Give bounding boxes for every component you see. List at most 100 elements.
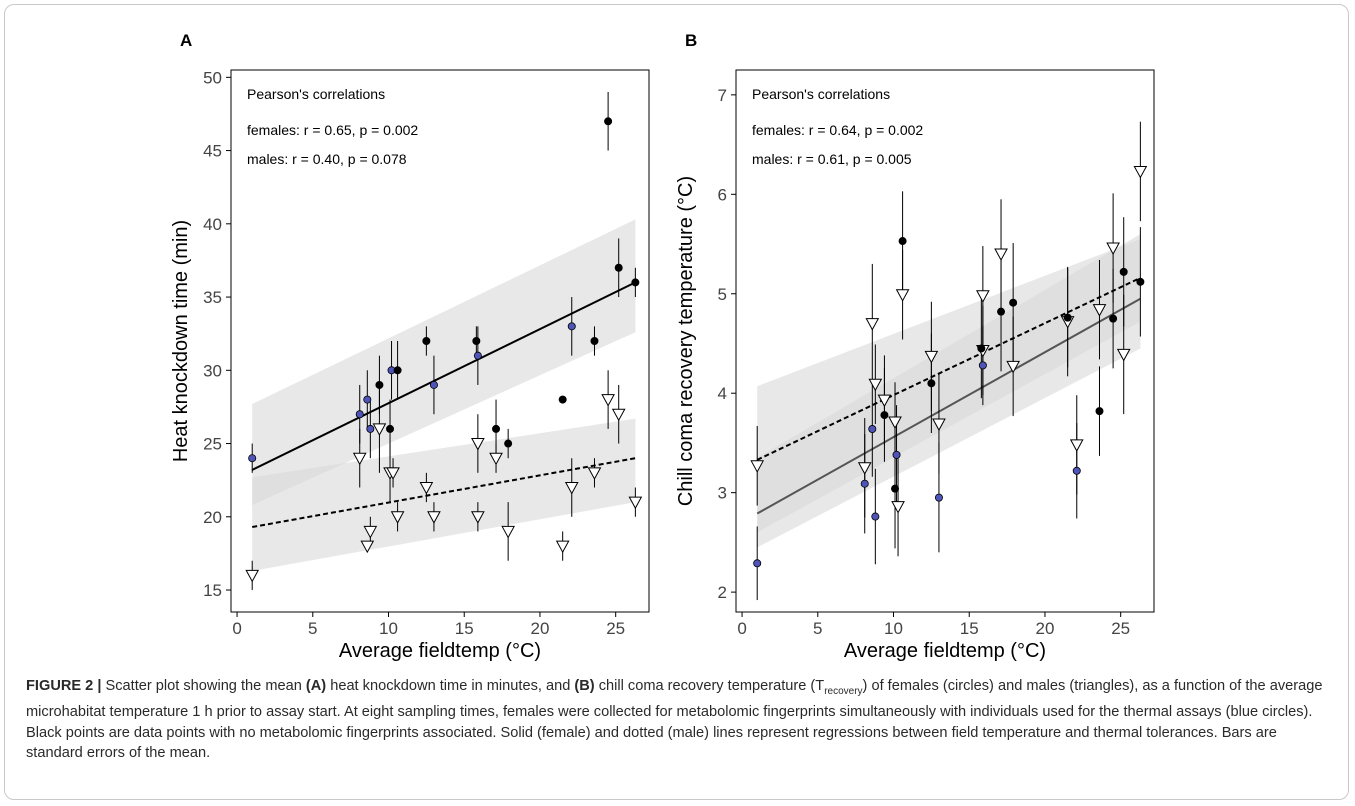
b-male-point (888, 416, 902, 430)
b-female-point-blue (978, 361, 987, 370)
b-female-point-blue (868, 425, 877, 434)
b-x-axis-label: Average fieldtemp (°C) (844, 640, 1046, 662)
b-plot-frame (735, 69, 1155, 613)
b-male-regression-line (756, 276, 1141, 461)
a-male-point (611, 408, 626, 422)
a-female-point-black (422, 336, 431, 345)
b-male-point (1092, 304, 1107, 317)
a-male-point (372, 423, 387, 436)
b-female-point-black (1119, 267, 1128, 276)
b-y-tick-label: 2 (718, 583, 727, 602)
b-male-point (877, 394, 892, 408)
b-female-point-black (1095, 407, 1104, 416)
a-x-tick-label: 25 (606, 619, 625, 638)
chart-a: 0 5 10 15 20 25 15 20 25 30 35 40 45 50 Average fieldt… (170, 68, 650, 662)
a-male-ci-ribbon (252, 418, 636, 571)
panel-letter-b: B (685, 31, 698, 50)
b-male-point (1106, 242, 1120, 256)
a-male-point (352, 452, 367, 466)
caption-text-3: chill coma recovery temperature (T (594, 678, 825, 694)
b-female-point-black (1063, 313, 1072, 322)
b-female-point-blue (934, 493, 943, 502)
a-female-point-black (386, 424, 395, 433)
a-male-point (471, 511, 485, 524)
b-female-point-black (1109, 314, 1118, 323)
a-female-point-black (375, 380, 384, 389)
a-x-tick-label: 10 (379, 619, 398, 638)
b-male-point (1133, 165, 1148, 179)
b-male-point (857, 462, 872, 475)
a-y-tick-label: 35 (203, 288, 222, 307)
caption-ref-a: (A) (305, 678, 327, 694)
a-male-point (501, 525, 515, 539)
a-x-axis-label: Average fieldtemp (°C) (339, 640, 541, 662)
a-male-point (489, 452, 503, 466)
b-male-point (1116, 348, 1131, 362)
caption-label: FIGURE 2 | (26, 678, 102, 694)
a-x-tick-label: 15 (455, 619, 474, 638)
a-male-point (360, 540, 375, 554)
a-x-tick-label: 20 (530, 619, 549, 638)
a-female-point-blue (473, 351, 482, 360)
a-y-tick-label: 50 (203, 68, 222, 87)
b-female-point-black (977, 344, 986, 353)
a-male-point (601, 394, 615, 407)
b-female-point-blue (1072, 466, 1081, 475)
b-male-point (1006, 360, 1020, 374)
a-female-point-black (472, 336, 481, 345)
b-male-point (865, 318, 880, 331)
a-y-tick-label: 20 (203, 508, 222, 527)
b-male-point (868, 378, 883, 392)
b-female-point-black (880, 411, 889, 420)
a-female-point-black (504, 439, 513, 448)
a-female-point-black (590, 336, 599, 345)
panel-letter-a: A (180, 31, 193, 50)
figure-frame (4, 4, 1349, 800)
a-male-point (564, 481, 579, 495)
b-x-tick-label: 25 (1111, 619, 1130, 638)
a-female-point-blue (355, 410, 364, 419)
b-female-point-blue (871, 512, 880, 521)
b-female-ci-ribbon (757, 234, 1141, 548)
a-female-point-blue (248, 454, 257, 463)
chart-b: 0 5 10 15 20 25 2 3 4 5 6 7 Average fieldtemp (°C) Ch… (675, 69, 1155, 662)
a-x-tick-label: 0 (232, 619, 241, 638)
b-female-regression-line (756, 297, 1141, 515)
b-y-tick-label: 6 (718, 185, 727, 204)
a-male-point (628, 496, 643, 510)
a-female-point-black (604, 117, 613, 126)
b-female-point-black (1136, 277, 1145, 286)
b-female-point-black (898, 237, 907, 246)
a-y-axis-label: Heat knockdown time (min) (170, 220, 192, 462)
a-male-point (419, 481, 434, 495)
b-male-point (932, 418, 946, 432)
b-y-tick-label: 3 (718, 484, 727, 503)
b-male-point (924, 350, 939, 364)
b-x-tick-label: 20 (1035, 619, 1054, 638)
caption-ref-b: (B) (574, 678, 595, 694)
a-y-tick-label: 30 (203, 361, 222, 380)
a-male-point (427, 511, 441, 524)
b-x-tick-label: 0 (737, 619, 746, 638)
a-annotation-line: females: r = 0.65, p = 0.002 (247, 122, 418, 138)
b-annotation-line: males: r = 0.61, p = 0.005 (752, 151, 912, 167)
b-male-point (750, 460, 765, 473)
b-female-point-black (927, 379, 936, 388)
a-annotation-title: Pearson's correlations (247, 86, 385, 102)
caption-text-1: Scatter plot showing the mean (101, 678, 306, 694)
figure-caption: FIGURE 2 | Scatter plot showing the mean… (26, 676, 1326, 764)
b-x-tick-label: 10 (884, 619, 903, 638)
b-y-tick-label: 5 (718, 285, 727, 304)
a-y-tick-label: 15 (203, 581, 222, 600)
b-female-point-blue (892, 450, 901, 459)
b-female-point-black (891, 484, 900, 493)
a-male-point (390, 511, 405, 524)
b-female-point-black (997, 307, 1006, 316)
b-male-point (976, 290, 990, 303)
a-female-point-black (558, 395, 567, 404)
a-y-tick-label: 25 (203, 435, 222, 454)
caption-text-4: ) of females (circles) and males (triang… (26, 678, 1323, 762)
b-x-tick-label: 5 (813, 619, 822, 638)
a-y-tick-label: 40 (203, 215, 222, 234)
a-male-point (386, 467, 400, 480)
